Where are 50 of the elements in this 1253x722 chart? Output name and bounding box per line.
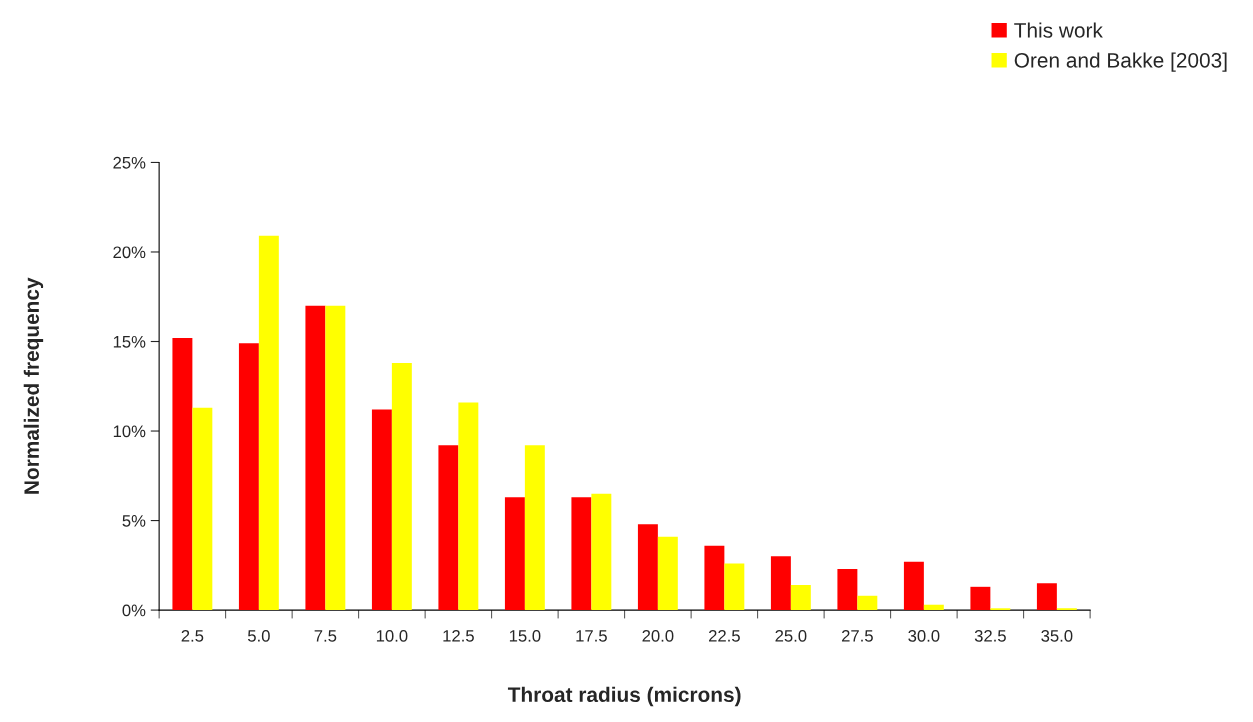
bar (591, 493, 612, 611)
x-tick-label: 17.5 (576, 630, 607, 642)
y-axis-title: Normalized frequency (23, 277, 44, 494)
x-tick-label: 5.0 (247, 629, 270, 642)
x-tick-label: 32.5 (974, 629, 1006, 642)
bar (704, 545, 725, 611)
bar (837, 568, 858, 611)
bar (325, 305, 346, 611)
x-tick-label: 20.0 (642, 629, 674, 642)
x-tick-label: 12.5 (443, 629, 474, 642)
y-tick-label: 15% (113, 335, 146, 348)
bar (438, 445, 459, 611)
x-tick-label: 30.0 (908, 629, 940, 642)
y-tick-label: 5% (122, 515, 146, 527)
bar (258, 235, 279, 611)
x-axis-title: Throat radius (microns) (507, 686, 741, 707)
bar (371, 409, 392, 611)
bar (1036, 583, 1057, 611)
bar (637, 524, 658, 611)
x-tick-label: 2.5 (181, 629, 204, 642)
bar (770, 556, 791, 611)
bar (970, 586, 991, 611)
x-tick-label: 22.5 (708, 629, 740, 642)
bar (571, 497, 592, 611)
x-tick-label: 7.5 (314, 630, 337, 642)
x-tick-label: 35.0 (1041, 629, 1073, 642)
legend-label: This work (1014, 22, 1103, 38)
bar (524, 445, 545, 611)
y-tick-label: 20% (113, 246, 146, 259)
bar (724, 563, 745, 611)
bar (923, 604, 944, 611)
bar (458, 402, 479, 611)
bar (857, 595, 878, 611)
bar (657, 536, 678, 611)
legend-label: Oren and Bakke [2003] (1014, 52, 1227, 72)
x-tick-label: 27.5 (841, 629, 873, 642)
x-tick-label: 15.0 (509, 629, 541, 642)
bar (192, 407, 213, 611)
bar (903, 561, 924, 611)
bar (305, 305, 326, 611)
y-tick-label: 0% (122, 604, 146, 617)
bar (238, 343, 259, 611)
bar (172, 337, 193, 611)
y-tick-label: 25% (113, 156, 146, 169)
y-tick-label: 10% (113, 425, 146, 438)
bar (391, 362, 412, 611)
bar (504, 497, 525, 611)
x-tick-label: 25.0 (775, 629, 807, 642)
bar (790, 585, 811, 611)
x-tick-label: 10.0 (376, 629, 408, 642)
